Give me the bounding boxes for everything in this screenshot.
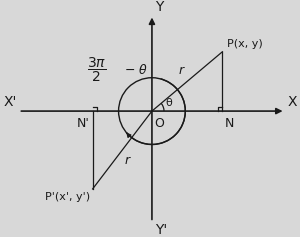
Text: $-\ \theta$: $-\ \theta$ xyxy=(124,63,148,77)
Text: Y: Y xyxy=(155,0,163,14)
Text: O: O xyxy=(155,117,165,130)
Text: Y': Y' xyxy=(155,223,167,237)
Text: θ: θ xyxy=(166,98,172,108)
Text: X: X xyxy=(287,95,297,109)
Text: N: N xyxy=(225,117,235,130)
Text: P'(x', y'): P'(x', y') xyxy=(45,192,90,202)
Text: r: r xyxy=(178,64,184,77)
Text: r: r xyxy=(124,154,129,167)
Text: P(x, y): P(x, y) xyxy=(227,39,263,49)
Text: X': X' xyxy=(3,95,16,109)
Text: N': N' xyxy=(77,117,90,130)
Text: $\dfrac{3\pi}{2}$: $\dfrac{3\pi}{2}$ xyxy=(87,56,106,84)
